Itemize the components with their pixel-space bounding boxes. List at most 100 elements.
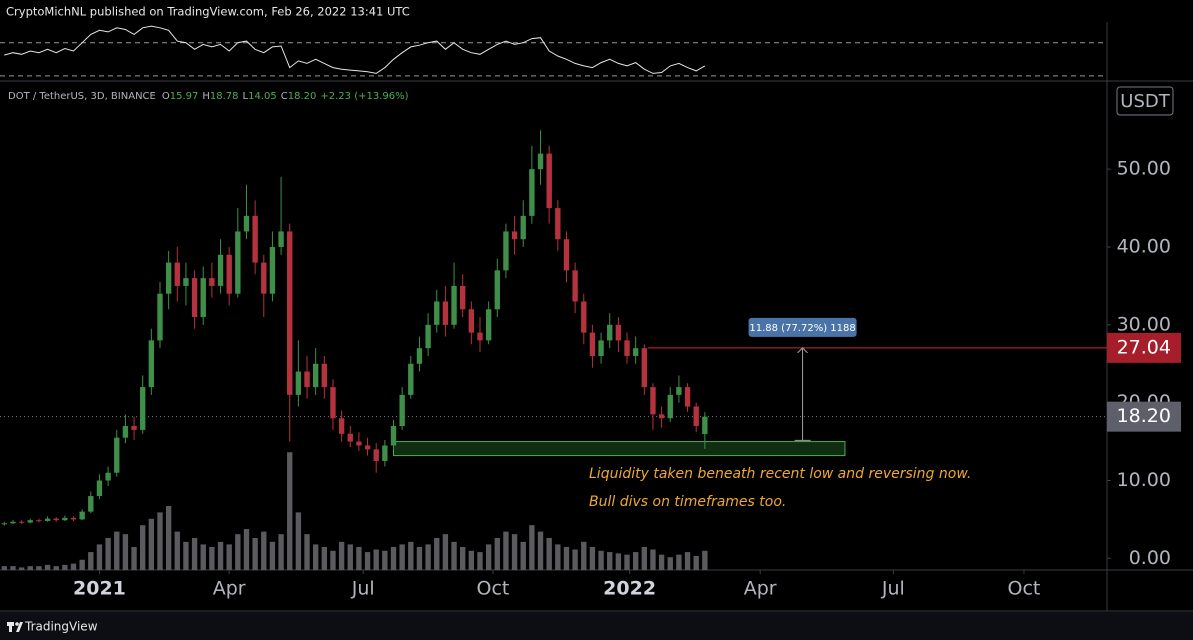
volume-bar <box>529 525 535 570</box>
candle-body <box>1 523 8 525</box>
volume-bar <box>217 541 224 570</box>
candle-body <box>148 340 155 388</box>
x-tick-label: Apr <box>213 578 246 600</box>
volume-bar <box>321 546 327 570</box>
volume-bar <box>416 546 423 570</box>
candle-body <box>399 394 405 427</box>
volume-bar <box>10 566 16 570</box>
volume-bar <box>451 541 457 570</box>
candle-body <box>511 231 518 240</box>
candle-body <box>356 441 362 446</box>
candle-body <box>79 511 85 520</box>
candle-body <box>364 445 371 450</box>
candle-body <box>460 285 466 310</box>
volume-bar <box>18 567 25 570</box>
candle-body <box>373 449 379 462</box>
measure-label: 11.88 (77.72%) 1188 <box>749 323 855 334</box>
volume-bar <box>183 541 189 570</box>
candle-body <box>62 517 68 521</box>
volume-bar <box>287 452 293 570</box>
volume-bar <box>589 546 596 570</box>
ohlc-label: L <box>243 91 249 102</box>
candle-body <box>304 371 310 388</box>
candle-body <box>330 387 336 419</box>
candle-body <box>347 433 353 442</box>
volume-bar <box>252 538 258 570</box>
candle-body <box>477 332 483 341</box>
volume-bar <box>235 534 241 570</box>
candle-body <box>676 387 682 395</box>
volume-bar <box>650 549 656 570</box>
volume-bar <box>347 544 353 570</box>
volume-bar <box>702 550 708 570</box>
candle-body <box>165 262 172 294</box>
candle-body <box>105 472 111 481</box>
volume-bar <box>105 538 111 570</box>
candle-body <box>295 371 302 395</box>
ohlc-label: O <box>162 91 170 102</box>
volume-bar <box>44 564 51 570</box>
rsi-line <box>4 25 706 74</box>
candle-body <box>338 418 345 434</box>
candle-body <box>183 278 189 286</box>
candle-body <box>44 518 51 521</box>
candle-body <box>235 231 241 294</box>
candle-body <box>598 340 604 356</box>
volume-bar <box>460 546 466 570</box>
candle-body <box>667 394 673 419</box>
x-tick-label: Jul <box>881 578 905 600</box>
volume-bar <box>157 512 163 570</box>
volume-bar <box>330 550 336 570</box>
candle-body <box>607 324 613 341</box>
candle-body <box>650 387 656 415</box>
candle-body <box>140 387 146 430</box>
volume-bar <box>62 564 68 570</box>
candle-body <box>658 414 665 419</box>
ohlc-value: 18.78 <box>210 91 239 102</box>
candle-body <box>200 278 206 318</box>
x-tick-label: Apr <box>744 578 777 600</box>
volume-bar <box>269 541 276 570</box>
volume-bar <box>408 541 414 570</box>
volume-bar <box>373 549 379 570</box>
candle-body <box>191 278 198 318</box>
volume-bar <box>485 544 492 570</box>
volume-bar <box>667 557 673 570</box>
candle-body <box>572 270 578 302</box>
volume-bar <box>598 550 604 570</box>
ohlc-label: C <box>281 91 288 102</box>
candle-body <box>88 496 94 512</box>
candle-body <box>10 521 16 524</box>
volume-bar <box>278 534 284 570</box>
logo-part <box>15 622 19 626</box>
candle-body <box>390 426 397 446</box>
candle-body <box>555 208 561 240</box>
volume-bar <box>684 552 691 570</box>
candle-body <box>114 437 120 473</box>
volume-bar <box>36 566 42 570</box>
candle-body <box>36 520 42 522</box>
volume-bar <box>88 552 94 570</box>
candle-body <box>261 262 267 294</box>
candle-body <box>209 278 215 286</box>
candle-body <box>425 324 431 349</box>
candle-body <box>408 363 414 395</box>
volume-bar <box>676 554 682 570</box>
candle-body <box>27 520 33 523</box>
candle-body <box>416 348 423 364</box>
volume-bar <box>607 552 613 570</box>
volume-bar <box>312 544 319 570</box>
volume-bar <box>122 534 129 570</box>
candle-body <box>96 480 103 497</box>
volume-bar <box>520 541 526 570</box>
candle-body <box>217 254 224 286</box>
change: +2.23 (+13.96%) <box>320 91 408 102</box>
candle-body <box>122 426 129 438</box>
currency: USDT <box>1120 91 1170 112</box>
volume-bar <box>148 518 155 570</box>
volume-bar <box>114 531 120 570</box>
chart-info: DOT / TetherUS, 3D, BINANCE O15.97 H18.78 L… <box>8 91 409 102</box>
ohlc-value: 15.97 <box>170 91 199 102</box>
